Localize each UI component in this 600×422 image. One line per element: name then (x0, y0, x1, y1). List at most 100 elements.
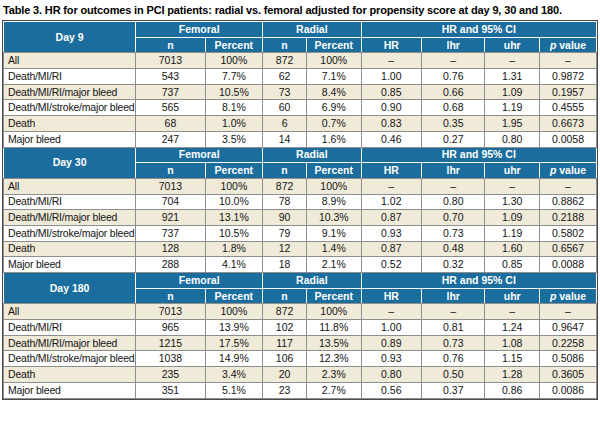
cell-value: 6 (263, 116, 307, 132)
cell-value: 10.0% (205, 194, 263, 210)
cell-value: 0.56 (361, 382, 421, 398)
cell-value: 0.2258 (540, 335, 597, 351)
cell-value: 1.30 (485, 194, 540, 210)
cell-value: – (540, 53, 597, 69)
col-header-percent-femoral: Percent (205, 163, 263, 179)
cell-value: 1.19 (485, 100, 540, 116)
cell-value: 0.93 (361, 351, 421, 367)
cell-value: 14 (263, 131, 307, 147)
cell-value: 872 (263, 178, 307, 194)
table-row: Death/MI/stroke/major bleed73710.5%799.1… (4, 225, 597, 241)
cell-value: 3.5% (205, 131, 263, 147)
cell-value: 1.09 (485, 84, 540, 100)
cell-value: 872 (263, 304, 307, 320)
cell-value: 0.8862 (540, 194, 597, 210)
col-header-uhr: uhr (485, 288, 540, 304)
cell-value: 0.81 (422, 320, 485, 336)
cell-value: 0.5086 (540, 351, 597, 367)
cell-value: 3.4% (205, 367, 263, 383)
col-header-percent-radial: Percent (307, 37, 362, 53)
outcomes-table-body: Day 9FemoralRadialHR and 95% CInPercentn… (4, 22, 597, 399)
col-header-n-radial: n (263, 163, 307, 179)
cell-value: 0.0088 (540, 257, 597, 273)
col-header-n-femoral: n (136, 163, 205, 179)
col-header-percent-radial: Percent (307, 163, 362, 179)
col-group-femoral: Femoral (136, 273, 263, 289)
cell-value: – (540, 178, 597, 194)
row-label: Death (4, 367, 136, 383)
cell-value: 1.19 (485, 225, 540, 241)
cell-value: 13.5% (307, 335, 362, 351)
section-header-row: Day 9FemoralRadialHR and 95% CI (4, 22, 597, 38)
table-border-frame: Day 9FemoralRadialHR and 95% CInPercentn… (2, 20, 598, 400)
col-group-femoral: Femoral (136, 147, 263, 163)
cell-value: 1.95 (485, 116, 540, 132)
col-header-hr: HR (361, 163, 421, 179)
row-label: All (4, 304, 136, 320)
cell-value: 23 (263, 382, 307, 398)
col-header-hr: HR (361, 288, 421, 304)
cell-value: 0.27 (422, 131, 485, 147)
cell-value: – (485, 53, 540, 69)
cell-value: 100% (205, 53, 263, 69)
cell-value: 62 (263, 69, 307, 85)
cell-value: 7.7% (205, 69, 263, 85)
section-day-header: Day 9 (4, 22, 136, 53)
col-header-n-femoral: n (136, 288, 205, 304)
table-title: Table 3. HR for outcomes in PCI patients… (3, 4, 598, 16)
cell-value: 872 (263, 53, 307, 69)
row-label: Major bleed (4, 382, 136, 398)
cell-value: 0.35 (422, 116, 485, 132)
cell-value: 235 (136, 367, 205, 383)
col-header-percent-femoral: Percent (205, 288, 263, 304)
cell-value: 0.73 (422, 335, 485, 351)
cell-value: 0.37 (422, 382, 485, 398)
col-group-radial: Radial (263, 147, 361, 163)
row-label: Death/MI/RI (4, 320, 136, 336)
cell-value: 8.4% (307, 84, 362, 100)
col-header-percent-radial: Percent (307, 288, 362, 304)
cell-value: 247 (136, 131, 205, 147)
cell-value: 7013 (136, 304, 205, 320)
cell-value: 0.1957 (540, 84, 597, 100)
cell-value: 0.86 (485, 382, 540, 398)
table-row: Death681.0%60.7%0.830.351.950.6673 (4, 116, 597, 132)
cell-value: 921 (136, 210, 205, 226)
col-header-p-value: p value (540, 37, 597, 53)
cell-value: 0.48 (422, 241, 485, 257)
table-row: Major bleed2884.1%182.1%0.520.320.850.00… (4, 257, 597, 273)
cell-value: 60 (263, 100, 307, 116)
cell-value: 0.87 (361, 241, 421, 257)
cell-value: 100% (307, 178, 362, 194)
table-row: Death2353.4%202.3%0.800.501.280.3605 (4, 367, 597, 383)
cell-value: 9.1% (307, 225, 362, 241)
cell-value: 1.0% (205, 116, 263, 132)
cell-value: 0.4555 (540, 100, 597, 116)
cell-value: 1.4% (307, 241, 362, 257)
cell-value: 737 (136, 84, 205, 100)
col-group-hr-ci: HR and 95% CI (361, 22, 596, 38)
table-row: All7013100%872100%–––– (4, 178, 597, 194)
cell-value: 1.28 (485, 367, 540, 383)
cell-value: 0.89 (361, 335, 421, 351)
cell-value: 0.6673 (540, 116, 597, 132)
cell-value: 0.93 (361, 225, 421, 241)
section-day-header: Day 180 (4, 273, 136, 304)
cell-value: 14.9% (205, 351, 263, 367)
cell-value: 965 (136, 320, 205, 336)
cell-value: 8.9% (307, 194, 362, 210)
row-label: All (4, 53, 136, 69)
cell-value: 7013 (136, 53, 205, 69)
col-group-hr-ci: HR and 95% CI (361, 147, 596, 163)
cell-value: 0.90 (361, 100, 421, 116)
col-header-p-value: p value (540, 288, 597, 304)
cell-value: 1.24 (485, 320, 540, 336)
cell-value: 90 (263, 210, 307, 226)
cell-value: 0.3605 (540, 367, 597, 383)
cell-value: 79 (263, 225, 307, 241)
cell-value: 737 (136, 225, 205, 241)
cell-value: 7.1% (307, 69, 362, 85)
cell-value: 0.7% (307, 116, 362, 132)
table-row: Death/MI/RI5437.7%627.1%1.000.761.310.98… (4, 69, 597, 85)
cell-value: 2.3% (307, 367, 362, 383)
